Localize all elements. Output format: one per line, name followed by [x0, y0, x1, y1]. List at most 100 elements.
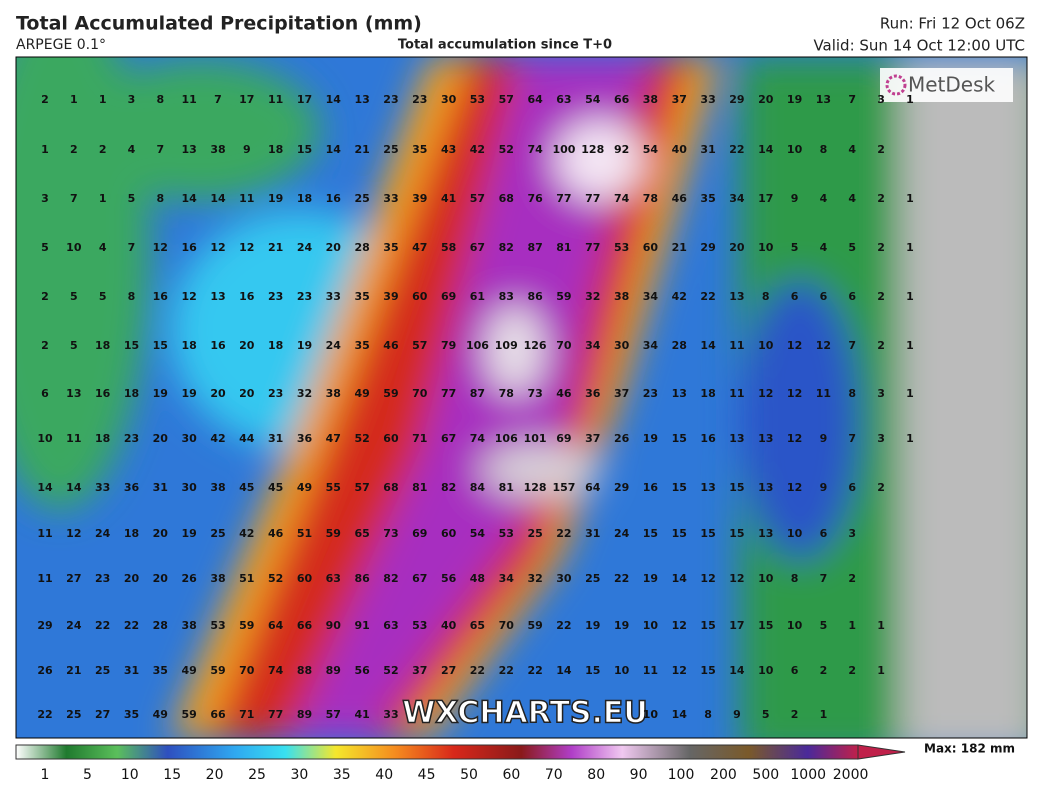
grid-value: 6	[791, 290, 799, 303]
grid-value: 52	[383, 664, 398, 677]
grid-value: 9	[791, 192, 799, 205]
grid-value: 71	[412, 432, 427, 445]
grid-value: 23	[297, 290, 312, 303]
grid-value: 157	[552, 481, 575, 494]
grid-value: 22	[556, 619, 571, 632]
grid-value: 22	[124, 619, 139, 632]
grid-value: 17	[297, 93, 312, 106]
colorbar-label: 90	[630, 767, 648, 783]
grid-value: 14	[210, 192, 226, 205]
grid-value: 10	[787, 143, 803, 156]
grid-value: 2	[848, 572, 856, 585]
grid-value: 40	[672, 143, 688, 156]
grid-value: 20	[758, 93, 774, 106]
grid-value: 100	[552, 143, 575, 156]
grid-value: 77	[585, 241, 600, 254]
grid-value: 18	[95, 432, 110, 445]
grid-value: 36	[297, 432, 313, 445]
grid-value: 2	[820, 664, 828, 677]
grid-value: 53	[470, 93, 485, 106]
grid-value: 42	[470, 143, 485, 156]
grid-value: 11	[268, 93, 283, 106]
grid-value: 11	[181, 93, 196, 106]
grid-value: 53	[499, 527, 514, 540]
grid-value: 29	[614, 481, 629, 494]
colorbar-label: 45	[418, 767, 436, 783]
grid-value: 9	[820, 432, 828, 445]
grid-value: 29	[37, 619, 52, 632]
grid-value: 64	[585, 481, 601, 494]
grid-value: 69	[412, 527, 427, 540]
grid-value: 66	[614, 93, 630, 106]
map-frame	[15, 56, 1028, 739]
grid-value: 37	[412, 664, 427, 677]
grid-value: 33	[95, 481, 110, 494]
grid-value: 55	[326, 481, 341, 494]
grid-value: 16	[153, 290, 169, 303]
grid-value: 13	[66, 387, 81, 400]
grid-value: 83	[499, 290, 514, 303]
colorbar-label: 20	[206, 767, 224, 783]
grid-value: 57	[412, 339, 427, 352]
grid-value: 101	[524, 432, 547, 445]
grid-value: 82	[499, 241, 514, 254]
run: Run: Fri 12 Oct 06Z	[880, 15, 1025, 33]
grid-value: 38	[643, 93, 658, 106]
colorbar-label: 1000	[790, 767, 826, 783]
grid-value: 7	[848, 339, 856, 352]
grid-value: 3	[848, 527, 856, 540]
grid-value: 60	[383, 432, 399, 445]
grid-value: 5	[820, 619, 828, 632]
grid-value: 46	[383, 339, 399, 352]
grid-value: 14	[66, 481, 82, 494]
grid-value: 2	[41, 339, 49, 352]
grid-value: 7	[848, 432, 856, 445]
grid-value: 18	[124, 527, 139, 540]
grid-value: 74	[470, 432, 486, 445]
grid-value: 1	[906, 192, 914, 205]
grid-value: 25	[585, 572, 600, 585]
grid-value: 35	[124, 708, 139, 721]
grid-value: 42	[672, 290, 687, 303]
grid-value: 22	[95, 619, 110, 632]
grid-value: 15	[297, 143, 312, 156]
grid-value: 11	[239, 192, 254, 205]
grid-value: 15	[124, 339, 139, 352]
grid-value: 19	[268, 192, 283, 205]
grid-value: 1	[906, 339, 914, 352]
grid-value: 54	[643, 143, 659, 156]
grid-value: 25	[95, 664, 110, 677]
grid-value: 74	[614, 192, 630, 205]
grid-value: 15	[758, 619, 773, 632]
colorbar-label: 35	[333, 767, 351, 783]
grid-value: 65	[354, 527, 369, 540]
grid-value: 15	[672, 527, 687, 540]
grid-value: 34	[729, 192, 745, 205]
colorbar-label: 2000	[833, 767, 869, 783]
grid-value: 1	[820, 708, 828, 721]
grid-value: 34	[585, 339, 601, 352]
grid-value: 128	[524, 481, 547, 494]
grid-value: 16	[643, 481, 659, 494]
grid-value: 22	[470, 664, 485, 677]
grid-value: 25	[66, 708, 81, 721]
grid-value: 24	[297, 241, 313, 254]
grid-value: 20	[153, 527, 169, 540]
grid-value: 23	[412, 93, 427, 106]
grid-value: 49	[297, 481, 312, 494]
grid-value: 16	[326, 192, 342, 205]
grid-value: 1	[906, 93, 914, 106]
grid-value: 2	[41, 93, 49, 106]
grid-value: 12	[787, 387, 802, 400]
grid-value: 23	[124, 432, 139, 445]
grid-value: 8	[820, 143, 828, 156]
grid-value: 10	[758, 664, 774, 677]
grid-value: 2	[877, 192, 885, 205]
grid-value: 7	[128, 241, 136, 254]
grid-value: 31	[124, 664, 139, 677]
grid-value: 57	[326, 708, 341, 721]
grid-value: 37	[585, 432, 600, 445]
grid-value: 59	[239, 619, 254, 632]
grid-value: 10	[787, 619, 803, 632]
grid-value: 53	[210, 619, 225, 632]
